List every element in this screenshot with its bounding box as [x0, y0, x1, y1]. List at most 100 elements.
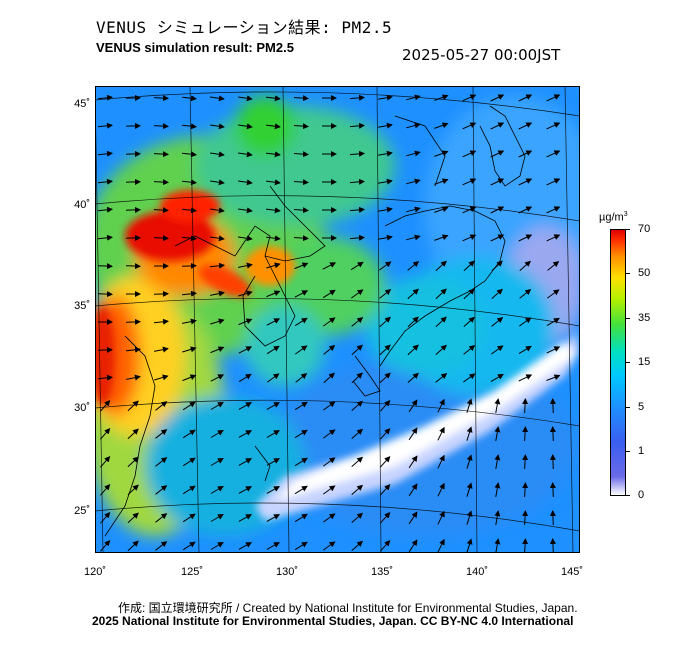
page-title-en: VENUS simulation result: PM2.5 — [96, 40, 294, 55]
wind-arrow — [466, 454, 473, 469]
wind-arrow — [490, 94, 505, 102]
wind-arrow — [182, 318, 197, 325]
wind-arrow — [323, 429, 336, 439]
wind-arrow — [549, 398, 556, 414]
wind-arrow — [209, 262, 225, 269]
wind-arrow — [490, 373, 504, 383]
wind-arrow — [547, 260, 560, 271]
wind-arrow — [238, 486, 252, 494]
wind-arrow — [266, 151, 281, 158]
wind-arrow — [435, 344, 447, 355]
wind-arrow — [466, 538, 473, 553]
wind-arrow — [490, 178, 505, 186]
wind-arrow — [182, 346, 197, 353]
lat-label-30: 30˚ — [74, 402, 90, 414]
wind-arrow — [323, 457, 336, 467]
wind-arrow — [406, 206, 421, 213]
wind-arrow — [97, 178, 113, 185]
wind-arrow — [546, 178, 561, 186]
wind-arrow — [519, 288, 532, 299]
wind-arrow — [349, 94, 365, 101]
wind-arrow — [437, 510, 445, 525]
wind-arrow — [462, 206, 477, 214]
wind-arrow — [490, 206, 505, 214]
wind-vector-field — [97, 94, 561, 553]
wind-arrow — [238, 402, 252, 410]
wind-arrow — [408, 455, 418, 469]
wind-arrow — [434, 94, 449, 101]
wind-arrow — [97, 94, 113, 101]
wind-arrow — [182, 485, 196, 495]
wind-arrow — [462, 150, 477, 158]
wind-arrow — [153, 318, 169, 325]
wind-arrow — [155, 429, 168, 439]
colorbar-unit: µg/m3 — [599, 211, 628, 224]
wind-arrow — [466, 398, 473, 413]
wind-arrow — [466, 482, 473, 497]
wind-arrow — [491, 260, 503, 272]
wind-arrow — [97, 206, 113, 213]
wind-arrow — [435, 372, 448, 383]
wind-arrow — [522, 426, 529, 442]
wind-arrow — [323, 372, 335, 384]
wind-arrow — [127, 428, 139, 440]
wind-arrow — [463, 373, 476, 383]
wind-arrow — [210, 429, 224, 438]
wind-arrow — [378, 178, 393, 185]
wind-arrow — [181, 207, 197, 214]
wind-arrow — [518, 94, 533, 102]
wind-arrow — [181, 235, 197, 242]
wind-arrow — [127, 540, 139, 552]
wind-arrow — [494, 538, 501, 553]
wind-arrow — [522, 482, 529, 498]
wind-arrow — [546, 206, 561, 214]
wind-arrow — [323, 513, 336, 523]
wind-arrow — [238, 514, 252, 522]
colorbar-tick — [626, 273, 630, 274]
wind-arrow — [238, 123, 253, 130]
wind-arrow — [462, 122, 477, 130]
wind-arrow — [546, 234, 561, 242]
wind-arrow — [434, 122, 449, 129]
wind-arrow — [153, 207, 169, 214]
colorbar-label-15: 15 — [638, 356, 651, 368]
wind-arrow — [407, 372, 419, 383]
colorbar-label-50: 50 — [638, 267, 651, 279]
wind-arrow — [378, 206, 393, 213]
wind-arrow — [210, 235, 225, 242]
colorbar-label-70: 70 — [638, 223, 651, 235]
wind-arrow — [435, 316, 447, 328]
wind-arrow — [127, 400, 139, 412]
wind-arrow — [379, 540, 391, 552]
wind-arrow — [153, 123, 169, 130]
lon-label-125: 125˚ — [180, 566, 204, 578]
wind-arrow — [323, 317, 336, 327]
wind-arrow — [238, 207, 253, 214]
wind-arrow — [408, 539, 418, 553]
wind-arrow — [182, 513, 196, 523]
wind-arrow — [379, 400, 391, 412]
colorbar-tick — [626, 407, 630, 408]
wind-arrow — [406, 150, 421, 157]
wind-arrow — [97, 150, 113, 157]
page-title-jp: VENUS シミュレーション結果: PM2.5 — [96, 18, 393, 37]
pm25-map — [95, 86, 580, 553]
wind-arrow — [434, 234, 449, 241]
wind-arrow — [549, 482, 556, 498]
wind-arrow — [378, 122, 393, 129]
wind-arrow — [210, 401, 224, 410]
wind-arrow — [379, 456, 391, 468]
map-canvas — [95, 86, 580, 553]
wind-arrow — [238, 151, 253, 158]
wind-arrow — [155, 457, 168, 467]
wind-arrow — [181, 95, 197, 102]
wind-arrow — [267, 373, 280, 383]
wind-arrow — [210, 457, 224, 466]
wind-arrow — [351, 484, 364, 495]
wind-arrow — [434, 206, 449, 213]
wind-arrow — [210, 541, 224, 550]
wind-arrow — [490, 122, 505, 130]
wind-arrow — [379, 344, 391, 356]
wind-arrow — [294, 317, 308, 327]
wind-arrow — [100, 483, 111, 496]
